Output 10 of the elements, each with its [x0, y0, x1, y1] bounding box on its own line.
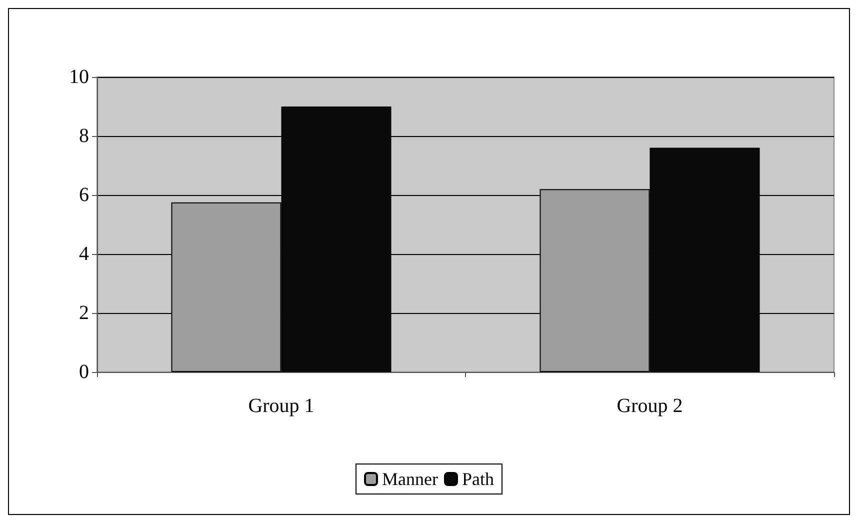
- y-tick-label: 8: [79, 125, 89, 147]
- x-tick-label: Group 1: [248, 395, 314, 417]
- legend-label: Path: [462, 469, 494, 489]
- y-tick-label: 4: [79, 243, 89, 265]
- y-tick-label: 0: [79, 361, 89, 383]
- legend-label: Manner: [382, 469, 438, 489]
- y-tick-label: 10: [69, 66, 89, 88]
- x-tick-label: Group 2: [616, 395, 683, 417]
- y-tick-label: 2: [79, 302, 89, 324]
- y-tick-label: 6: [79, 184, 89, 206]
